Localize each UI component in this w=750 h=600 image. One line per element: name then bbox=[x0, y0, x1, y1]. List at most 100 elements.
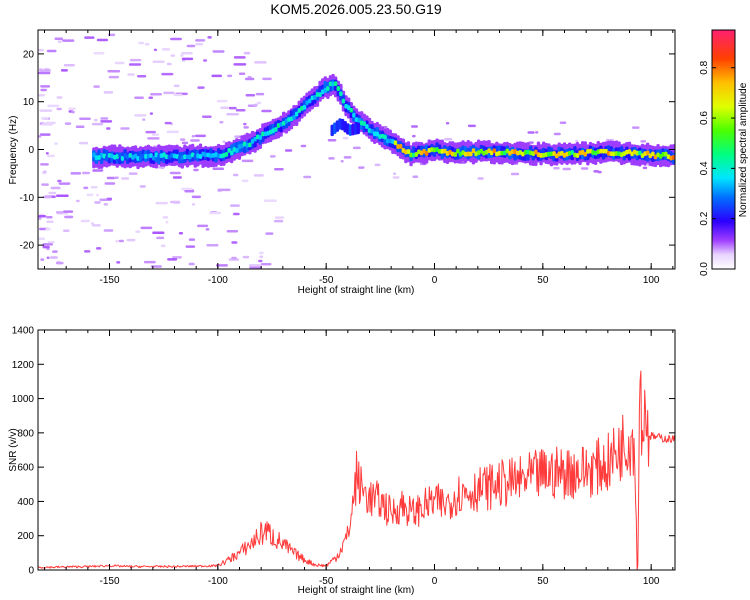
spectrogram-noise bbox=[262, 77, 272, 81]
spectrogram-ridge-cell bbox=[341, 98, 346, 104]
spectrogram-noise bbox=[38, 217, 42, 220]
spectrogram-noise bbox=[121, 177, 130, 180]
spectrogram-noise bbox=[173, 93, 183, 97]
spectrogram-noise bbox=[559, 121, 567, 124]
spectrogram-ridge-cell bbox=[123, 153, 127, 158]
spectrogram-noise bbox=[284, 149, 293, 152]
spectrogram-noise bbox=[40, 88, 47, 92]
spectrogram-ridge-cell bbox=[331, 81, 335, 87]
spectrogram-ridge-cell bbox=[292, 115, 296, 120]
spectrogram-noise bbox=[263, 199, 277, 203]
spectrogram-ridge-cell bbox=[484, 149, 489, 155]
spectrogram-ridge-cell bbox=[648, 153, 652, 159]
spectrogram-noise bbox=[100, 120, 113, 123]
spectrogram-noise bbox=[150, 265, 162, 268]
spectrogram-noise bbox=[343, 156, 352, 159]
spectrogram-ridge-cell bbox=[97, 155, 101, 160]
spectrogram-noise bbox=[96, 38, 109, 42]
spectrogram-noise bbox=[274, 167, 284, 171]
spectrogram-ridge-cell bbox=[570, 149, 574, 155]
spectrogram-ridge-cell bbox=[94, 155, 99, 161]
spectrogram-ridge-cell bbox=[409, 152, 413, 158]
spectrogram-ridge-cell bbox=[351, 123, 355, 136]
colorbar-label: Normalized spectral amplitude bbox=[738, 82, 749, 217]
spectrogram-ridge-cell bbox=[476, 150, 481, 156]
spectrogram-ridge-cell bbox=[237, 144, 242, 150]
spectrogram-ridge-cell bbox=[274, 127, 278, 132]
spectrogram-ridge-cell bbox=[666, 154, 671, 160]
spectrogram-ridge-cell bbox=[172, 153, 177, 159]
snr-xtick-label: 100 bbox=[643, 576, 660, 587]
spectrogram-ridge-cell bbox=[159, 153, 164, 159]
spectrogram-noise bbox=[42, 243, 53, 246]
spectrogram-ridge-cell bbox=[343, 121, 347, 133]
snr-ytick-label: 1400 bbox=[12, 326, 35, 337]
spectrogram-ridge-cell bbox=[245, 142, 249, 148]
spectrogram-noise bbox=[467, 124, 476, 128]
spectrogram-noise bbox=[63, 64, 75, 67]
spectrogram-noise bbox=[38, 237, 45, 240]
spectrogram-ridge-cell bbox=[248, 142, 252, 148]
spectrogram-noise bbox=[593, 170, 600, 173]
spectrogram-noise bbox=[219, 121, 224, 124]
spectrogram-ridge-cell bbox=[492, 148, 496, 154]
spectrogram-ridge-cell bbox=[157, 154, 161, 160]
spectrogram-noise bbox=[212, 50, 225, 53]
spectrogram-noise bbox=[195, 42, 204, 46]
spectrogram-noise bbox=[259, 255, 264, 259]
spectrogram-ridge-cell bbox=[287, 117, 291, 122]
spectrogram-ridge-cell bbox=[502, 150, 507, 156]
spectrogram-ylabel: Frequency (Hz) bbox=[8, 116, 19, 185]
spectrogram-noise bbox=[172, 176, 182, 179]
spectrogram-noise bbox=[185, 245, 196, 248]
spectrogram-noise bbox=[242, 255, 250, 259]
spectrogram-ridge-cell bbox=[326, 86, 330, 91]
spectrogram-noise bbox=[63, 210, 74, 213]
spectrogram-noise bbox=[253, 174, 264, 177]
spectrogram-noise bbox=[528, 141, 534, 144]
spectrogram-noise bbox=[149, 112, 154, 115]
spectrogram-ridge-cell bbox=[224, 152, 229, 157]
spectrogram-noise bbox=[82, 171, 91, 175]
spectrogram-noise bbox=[155, 201, 168, 205]
spectrogram-ridge-cell bbox=[469, 151, 473, 157]
spectrogram-ridge-cell bbox=[614, 151, 619, 156]
snr-ytick-label: 800 bbox=[17, 428, 34, 439]
spectrogram-ridge-cell bbox=[201, 151, 205, 157]
spectrogram-noise bbox=[631, 126, 640, 129]
spectrogram-noise bbox=[209, 211, 222, 215]
spectrogram-noise bbox=[180, 187, 193, 191]
spectrogram-ytick-label: 10 bbox=[23, 97, 35, 108]
spectrogram-ridge-cell bbox=[356, 122, 360, 135]
spectrogram-noise bbox=[215, 264, 228, 267]
spectrogram-noise bbox=[75, 199, 80, 203]
spectrogram-noise bbox=[172, 201, 181, 204]
spectrogram-ridge-cell bbox=[203, 152, 208, 158]
spectrogram-ridge-cell bbox=[112, 154, 117, 160]
spectrogram-noise bbox=[170, 37, 182, 41]
spectrogram-ridge-cell bbox=[591, 150, 595, 155]
snr-ytick-label: 600 bbox=[17, 463, 34, 474]
spectrogram-noise bbox=[605, 138, 615, 142]
spectrogram-ridge-cell bbox=[141, 153, 145, 159]
spectrogram-noise bbox=[255, 92, 265, 96]
spectrogram-noise bbox=[179, 138, 186, 141]
spectrogram-noise bbox=[445, 121, 450, 125]
spectrogram-ridge-cell bbox=[92, 152, 96, 158]
spectrogram-ridge-cell bbox=[149, 153, 153, 158]
spectrogram-ridge-cell bbox=[383, 134, 387, 140]
spectrogram-ridge-cell bbox=[601, 148, 606, 154]
spectrogram-ridge-cell bbox=[167, 154, 171, 160]
spectrogram-noise bbox=[55, 194, 69, 198]
spectrogram-noise bbox=[191, 135, 195, 138]
spectrogram-ridge-cell bbox=[175, 154, 179, 159]
spectrogram-ridge-cell bbox=[573, 152, 577, 158]
spectrogram-noise bbox=[327, 139, 337, 142]
spectrogram-noise bbox=[303, 175, 312, 179]
spectrogram-noise bbox=[45, 228, 51, 231]
spectrogram-noise bbox=[201, 115, 212, 118]
spectrogram-noise bbox=[243, 51, 251, 55]
spectrogram-ridge-cell bbox=[190, 152, 195, 158]
spectrogram-noise bbox=[140, 226, 153, 230]
